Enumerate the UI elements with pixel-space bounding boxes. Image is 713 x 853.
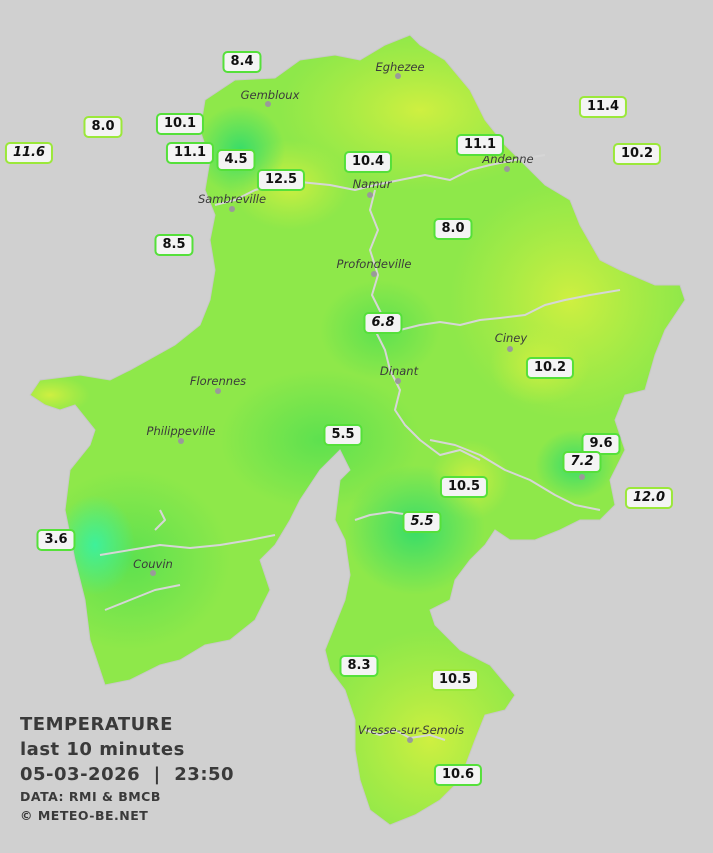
city-dot-vresse-sur-semois [407, 737, 413, 743]
station-temp: 12.5 [256, 169, 306, 191]
city-dot-eghezee [395, 73, 401, 79]
station-temp: 8.4 [222, 51, 262, 73]
city-label-profondeville: Profondeville [336, 257, 412, 271]
city-dot-philippeville [178, 438, 184, 444]
station-temp: 4.5 [216, 149, 256, 171]
station-temp: 10.1 [155, 113, 205, 135]
station-temp: 11.6 [4, 142, 54, 164]
city-dot-gembloux [265, 101, 271, 107]
city-dot-ciney [507, 346, 513, 352]
city-label-philippeville: Philippeville [146, 424, 216, 438]
legend-data-source: DATA: RMI & BMCB [20, 789, 161, 804]
city-dot-florennes [215, 388, 221, 394]
station-temp: 11.1 [455, 134, 505, 156]
legend-copyright: © METEO-BE.NET [20, 808, 149, 823]
station-temp: 10.5 [430, 669, 480, 691]
legend-datetime: 05-03-2026 | 23:50 [20, 764, 235, 785]
station-temp: 7.2 [562, 451, 602, 473]
station-temp: 12.0 [624, 487, 674, 509]
city-label-eghezee: Eghezee [375, 60, 425, 74]
city-label-gembloux: Gembloux [240, 88, 300, 102]
map-legend: TEMPERATURE last 10 minutes 05-03-2026 |… [20, 712, 234, 825]
city-label-namur: Namur [352, 177, 392, 191]
station-temp: 8.0 [83, 116, 123, 138]
station-temp: 10.2 [612, 143, 662, 165]
station-temp: 8.3 [339, 655, 379, 677]
legend-title: TEMPERATURE [20, 714, 173, 735]
legend-period: last 10 minutes [20, 739, 185, 760]
city-dot-couvin [150, 570, 156, 576]
city-dot-dinant [395, 378, 401, 384]
station-temp: 10.6 [433, 764, 483, 786]
city-label-dinant: Dinant [379, 364, 419, 378]
station-temp: 3.6 [36, 529, 76, 551]
city-dot-rochefort [579, 474, 585, 480]
city-label-sambreville: Sambreville [197, 192, 267, 206]
city-dot-profondeville [371, 271, 377, 277]
city-dot-namur [367, 192, 373, 198]
station-temp: 8.5 [154, 234, 194, 256]
city-label-vresse-sur-semois: Vresse-sur-Semois [357, 723, 465, 737]
station-temp: 5.5 [323, 424, 363, 446]
city-label-couvin: Couvin [133, 557, 173, 571]
station-temp: 10.5 [439, 476, 489, 498]
station-temp: 11.1 [165, 142, 215, 164]
city-label-florennes: Florennes [189, 374, 247, 388]
rivers [99, 154, 621, 741]
station-temp: 8.0 [433, 218, 473, 240]
city-dot-andenne [504, 166, 510, 172]
station-temp: 5.5 [402, 511, 442, 533]
station-temp: 6.8 [363, 312, 403, 334]
station-temp: 10.4 [343, 151, 393, 173]
station-temp: 10.2 [525, 357, 575, 379]
city-label-ciney: Ciney [494, 331, 528, 345]
station-temp: 11.4 [578, 96, 628, 118]
province-border [29, 34, 686, 826]
city-dot-sambreville [229, 206, 235, 212]
